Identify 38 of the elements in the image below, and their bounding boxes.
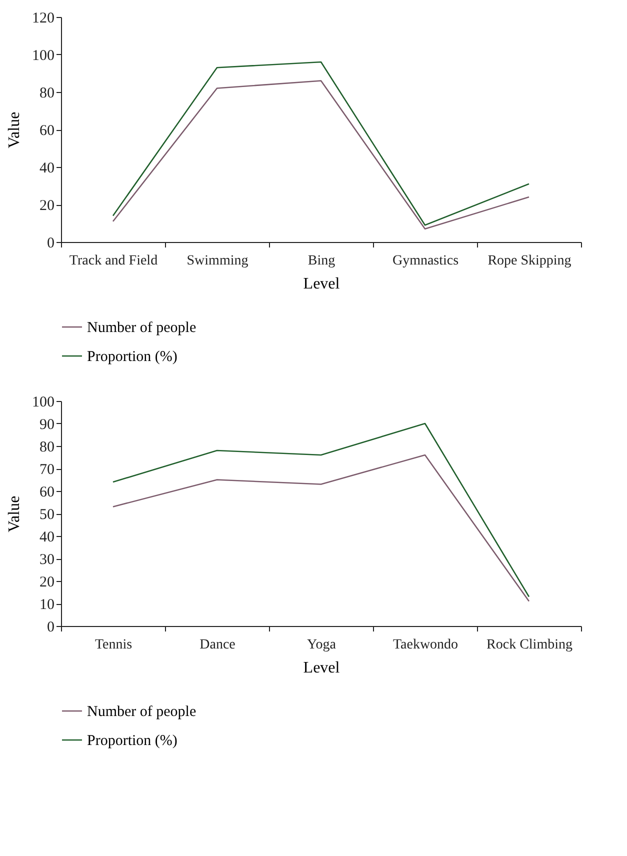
- x-tick-label: Track and Field: [69, 254, 158, 268]
- y-tick-label: 50: [40, 507, 54, 523]
- x-tick-label: Yoga: [307, 638, 337, 652]
- x-tick-label: Bing: [308, 254, 336, 268]
- y-tick-label: 30: [40, 552, 54, 568]
- x-tick-label: Tennis: [94, 638, 132, 652]
- y-tick-label: 40: [40, 530, 54, 546]
- y-tick-label: 0: [47, 236, 54, 252]
- line-series: [112, 454, 530, 602]
- y-tick-label: 10: [40, 597, 54, 613]
- x-tick-label: Swimming: [186, 254, 248, 268]
- y-tick-label: 80: [40, 440, 54, 456]
- legend-label: Proportion (%): [87, 733, 178, 749]
- y-tick-label: 40: [40, 160, 54, 176]
- y-axis-title: Value: [6, 496, 23, 532]
- legend-label: Number of people: [87, 320, 196, 336]
- x-axis-title: Level: [303, 660, 340, 676]
- y-axis-title: Value: [6, 112, 23, 148]
- y-tick-label: 60: [40, 484, 54, 500]
- x-tick-label: Rock Climbing: [486, 638, 572, 652]
- y-tick-label: 100: [32, 394, 54, 410]
- x-tick-label: Dance: [200, 638, 236, 652]
- y-tick-label: 100: [32, 48, 54, 64]
- x-tick-label: Rope Skipping: [488, 254, 572, 268]
- line-series: [112, 422, 530, 598]
- y-tick-label: 80: [40, 86, 54, 102]
- legend-label: Number of people: [87, 704, 196, 720]
- y-tick-label: 90: [40, 417, 54, 433]
- y-tick-label: 120: [32, 10, 54, 26]
- y-tick-label: 60: [40, 123, 54, 139]
- y-tick-label: 70: [40, 462, 54, 478]
- x-axis-title: Level: [303, 276, 340, 292]
- y-tick-label: 0: [47, 620, 54, 636]
- x-tick-label: Gymnastics: [392, 254, 459, 268]
- x-tick-label: Taekwondo: [392, 638, 458, 652]
- y-tick-label: 20: [40, 198, 54, 214]
- legend-label: Proportion (%): [87, 349, 178, 365]
- y-tick-label: 20: [40, 574, 54, 590]
